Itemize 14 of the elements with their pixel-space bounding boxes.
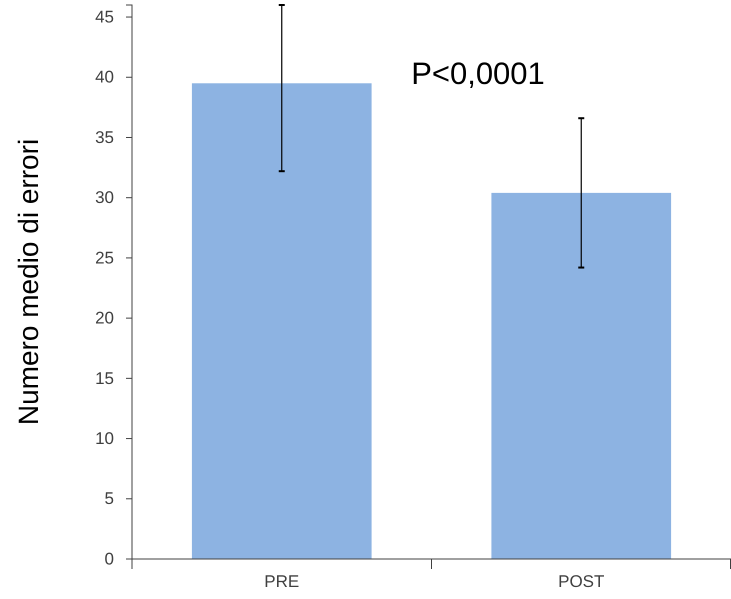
y-tick-label: 15 [95,368,114,388]
y-tick-label: 30 [95,188,114,208]
y-tick-label: 45 [95,7,114,26]
y-tick-label: 10 [95,429,114,448]
y-tick-label: 40 [95,68,114,87]
annotation: P<0,0001 [411,56,545,91]
y-tick-label: 0 [104,549,114,568]
y-tick-label: 25 [95,248,114,268]
x-tick-label: PRE [264,572,300,592]
y-tick-label: 35 [95,128,114,147]
y-axis-title: Numero medio di errori [13,138,44,426]
y-tick-label: 5 [104,489,114,508]
y-tick-label: 20 [95,308,114,328]
x-tick-label: POST [558,572,604,592]
